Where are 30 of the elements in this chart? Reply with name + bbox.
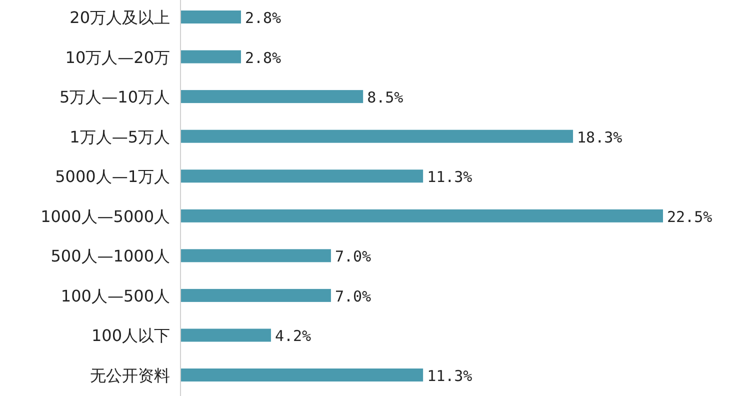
y-tick-label: 5万人—10万人	[59, 88, 170, 107]
bar	[181, 130, 574, 143]
bar	[181, 368, 424, 382]
data-label: 7.0%	[334, 287, 372, 306]
y-tick-label: 5000人—1万人	[55, 167, 170, 186]
bar	[181, 50, 241, 64]
bar	[181, 10, 241, 24]
y-tick-label: 500人—1000人	[50, 246, 170, 266]
y-tick-label: 100人—500人	[60, 286, 170, 306]
bar	[181, 288, 331, 302]
y-tick-label: 1万人—5万人	[70, 127, 170, 146]
y-tick-label: 无公开资料	[90, 366, 170, 385]
bar	[181, 170, 424, 183]
data-label: 22.5%	[667, 208, 712, 226]
bar	[181, 249, 331, 262]
bar	[181, 90, 364, 104]
y-tick-label: 1000人—5000人	[40, 206, 170, 226]
data-label: 8.5%	[367, 88, 404, 107]
bar	[181, 328, 271, 342]
data-label: 7.0%	[334, 248, 372, 266]
data-label: 11.3%	[427, 168, 472, 186]
y-tick-label: 10万人—20万	[65, 48, 170, 67]
y-tick-label: 100人以下	[91, 326, 170, 346]
data-label: 2.8%	[244, 48, 282, 67]
data-label: 18.3%	[577, 128, 622, 146]
data-label: 2.8%	[244, 9, 282, 27]
data-label: 4.2%	[274, 327, 312, 346]
data-label: 11.3%	[427, 367, 472, 385]
y-tick-label: 20万人及以上	[70, 8, 170, 27]
bar	[181, 209, 663, 222]
